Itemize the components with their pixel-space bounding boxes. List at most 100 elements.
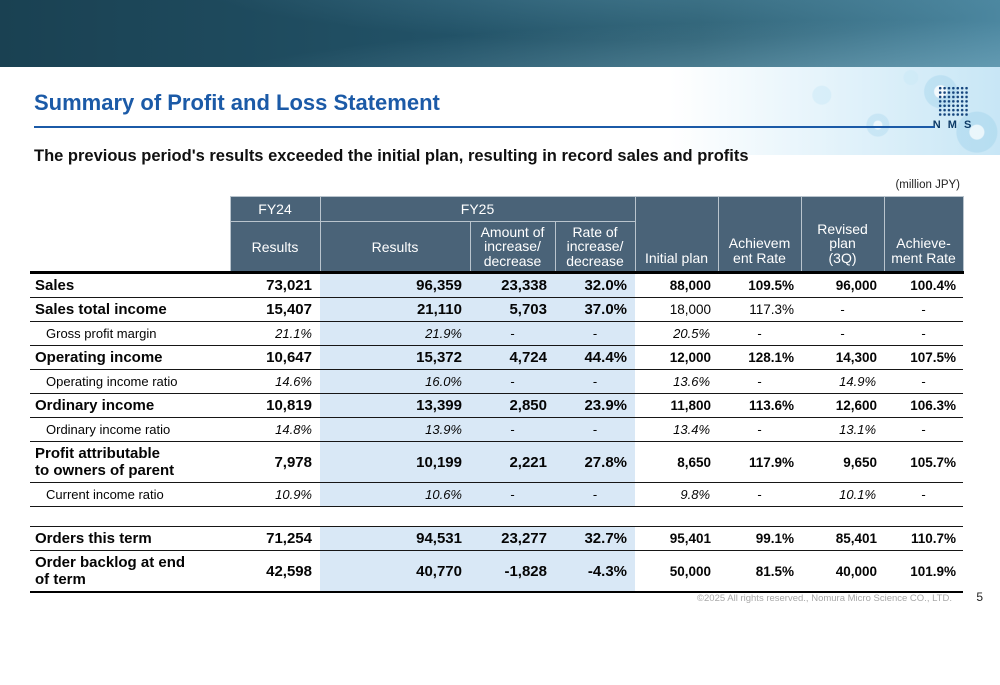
- page-number: 5: [976, 590, 983, 604]
- page-title: Summary of Profit and Loss Statement: [34, 90, 440, 115]
- row-label: Gross profit margin: [30, 321, 230, 346]
- row-label: Sales: [30, 272, 230, 298]
- header-row-fiscal-years: FY24 FY25 Initial plan Achievem ent Rate…: [30, 196, 964, 274]
- val-revised-plan: 96,000: [801, 272, 885, 298]
- val-initial-plan: 9.8%: [635, 482, 719, 507]
- header-achievement-rate-3q: Achieve- ment Rate: [883, 196, 964, 274]
- val-fy25: 10.6%: [320, 482, 470, 507]
- val-achievement-rate: -: [718, 369, 802, 394]
- table-row-operating-income: Operating income 10,647 15,372 4,724 44.…: [30, 345, 964, 370]
- header-results-fy24: Results: [229, 221, 321, 274]
- val-initial-plan: 13.4%: [635, 417, 719, 442]
- table-row-ordinary-income-ratio: Ordinary income ratio 14.8% 13.9% - - 13…: [30, 417, 964, 442]
- val-achievement-rate-3q: -: [884, 321, 964, 346]
- val-achievement-rate-3q: -: [884, 297, 964, 322]
- val-achievement-rate: 117.3%: [718, 297, 802, 322]
- val-rate: -: [555, 321, 636, 346]
- val-amount: -: [470, 417, 555, 442]
- company-logo: N M S: [920, 86, 986, 131]
- val-fy24: 15,407: [230, 297, 320, 322]
- val-amount: -: [470, 369, 555, 394]
- top-banner: [0, 0, 1000, 67]
- val-amount: 23,338: [470, 272, 555, 298]
- val-rate: 44.4%: [555, 345, 636, 370]
- val-rate: -: [555, 417, 636, 442]
- val-revised-plan: 12,600: [801, 393, 885, 418]
- val-initial-plan: 50,000: [635, 550, 719, 593]
- table-row-ordinary-income: Ordinary income 10,819 13,399 2,850 23.9…: [30, 393, 964, 418]
- val-achievement-rate: 81.5%: [718, 550, 802, 593]
- val-revised-plan: 14,300: [801, 345, 885, 370]
- val-fy24: 73,021: [230, 272, 320, 298]
- val-amount: 4,724: [470, 345, 555, 370]
- table-row-sales: Sales 73,021 96,359 23,338 32.0% 88,000 …: [30, 272, 964, 298]
- val-initial-plan: 20.5%: [635, 321, 719, 346]
- row-label: Profit attributable to owners of parent: [30, 441, 230, 483]
- val-achievement-rate: -: [718, 321, 802, 346]
- val-achievement-rate: 128.1%: [718, 345, 802, 370]
- val-achievement-rate: 117.9%: [718, 441, 802, 483]
- val-revised-plan: 9,650: [801, 441, 885, 483]
- row-label: Sales total income: [30, 297, 230, 322]
- table-row-sales-total-income: Sales total income 15,407 21,110 5,703 3…: [30, 297, 964, 322]
- row-label: Operating income ratio: [30, 369, 230, 394]
- val-initial-plan: 8,650: [635, 441, 719, 483]
- val-achievement-rate-3q: 110.7%: [884, 526, 964, 551]
- table-gap-row: [30, 506, 964, 527]
- val-revised-plan: 40,000: [801, 550, 885, 593]
- unit-note: (million JPY): [895, 179, 960, 191]
- val-fy25: 15,372: [320, 345, 470, 370]
- slide-message: The previous period's results exceeded t…: [34, 147, 749, 165]
- val-fy25: 13.9%: [320, 417, 470, 442]
- val-achievement-rate-3q: -: [884, 482, 964, 507]
- val-fy24: 71,254: [230, 526, 320, 551]
- val-revised-plan: 85,401: [801, 526, 885, 551]
- val-achievement-rate: -: [718, 417, 802, 442]
- row-label: Operating income: [30, 345, 230, 370]
- val-rate: 27.8%: [555, 441, 636, 483]
- header-fy24: FY24: [229, 196, 321, 222]
- val-fy24: 10,819: [230, 393, 320, 418]
- gap-spacer: [30, 506, 964, 527]
- val-rate: -: [555, 482, 636, 507]
- val-achievement-rate: 113.6%: [718, 393, 802, 418]
- val-initial-plan: 95,401: [635, 526, 719, 551]
- pl-table: FY24 FY25 Initial plan Achievem ent Rate…: [30, 196, 964, 593]
- row-label: Order backlog at end of term: [30, 550, 230, 593]
- header-results-fy25: Results: [319, 221, 471, 274]
- val-fy24: 7,978: [230, 441, 320, 483]
- val-fy24: 42,598: [230, 550, 320, 593]
- val-initial-plan: 12,000: [635, 345, 719, 370]
- val-amount: -1,828: [470, 550, 555, 593]
- val-initial-plan: 88,000: [635, 272, 719, 298]
- nms-logo-text: N M S: [932, 119, 974, 131]
- val-fy25: 40,770: [320, 550, 470, 593]
- val-revised-plan: -: [801, 297, 885, 322]
- val-achievement-rate-3q: -: [884, 369, 964, 394]
- val-rate: 37.0%: [555, 297, 636, 322]
- val-fy25: 16.0%: [320, 369, 470, 394]
- header-amount-increase: Amount of increase/ decrease: [469, 221, 556, 274]
- row-label: Ordinary income ratio: [30, 417, 230, 442]
- table-row-current-income-ratio: Current income ratio 10.9% 10.6% - - 9.8…: [30, 482, 964, 507]
- row-label: Orders this term: [30, 526, 230, 551]
- val-fy24: 21.1%: [230, 321, 320, 346]
- header-corner: [30, 196, 230, 274]
- header-fy25: FY25: [319, 196, 636, 222]
- val-fy25: 96,359: [320, 272, 470, 298]
- val-achievement-rate-3q: 100.4%: [884, 272, 964, 298]
- val-rate: 32.0%: [555, 272, 636, 298]
- val-amount: 5,703: [470, 297, 555, 322]
- val-fy25: 10,199: [320, 441, 470, 483]
- header-achievement-rate: Achievem ent Rate: [717, 196, 802, 274]
- header-initial-plan: Initial plan: [634, 196, 719, 274]
- val-amount: -: [470, 321, 555, 346]
- val-revised-plan: 13.1%: [801, 417, 885, 442]
- val-achievement-rate: -: [718, 482, 802, 507]
- val-achievement-rate-3q: -: [884, 417, 964, 442]
- val-achievement-rate-3q: 107.5%: [884, 345, 964, 370]
- val-revised-plan: -: [801, 321, 885, 346]
- val-rate: -4.3%: [555, 550, 636, 593]
- val-initial-plan: 11,800: [635, 393, 719, 418]
